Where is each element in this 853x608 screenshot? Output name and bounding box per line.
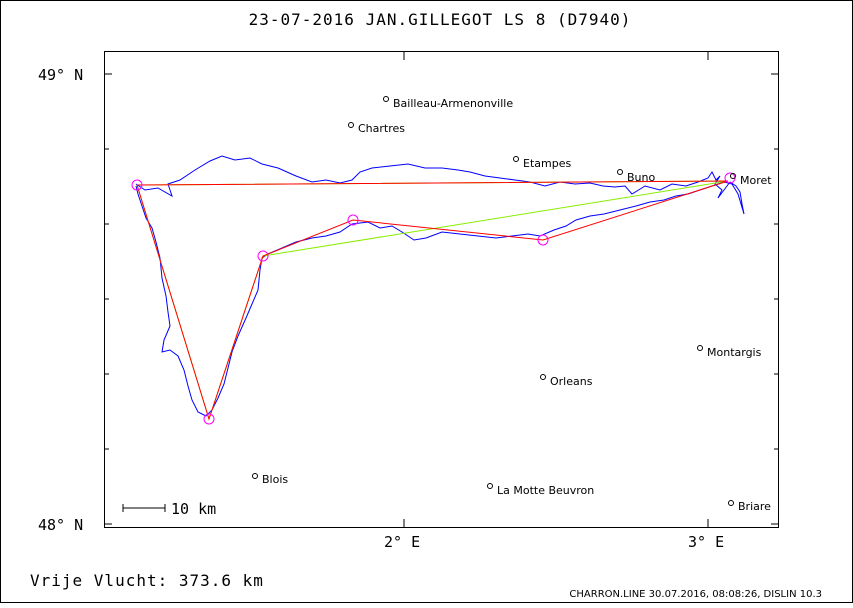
town-label: La Motte Beuvron (497, 484, 594, 497)
town-label: Chartres (358, 122, 405, 135)
town-markers: Bailleau-Armenonville Chartres Etampes B… (252, 96, 772, 513)
town-marker (617, 169, 623, 175)
town-label: Bailleau-Armenonville (393, 97, 513, 110)
declared-route (136, 180, 729, 421)
town-marker (513, 156, 519, 162)
town-label: Moret (740, 174, 772, 187)
town-marker (383, 96, 389, 102)
town-marker (487, 483, 493, 489)
optimized-route (136, 180, 729, 421)
lat-label-49: 49° N (38, 66, 83, 84)
turnpoints (131, 172, 736, 425)
turnpoint-1 (203, 413, 215, 425)
x-ticks (403, 52, 709, 527)
town-label: Etampes (523, 157, 571, 170)
turnpoint-start (131, 179, 143, 191)
credits-label: CHARRON.LINE 30.07.2016, 08:08:26, DISLI… (569, 589, 822, 600)
turnpoint-4 (537, 234, 549, 246)
turnpoint-3 (347, 214, 359, 226)
gps-track (135, 155, 745, 417)
lon-label-3: 3° E (688, 533, 724, 551)
lon-label-2: 2° E (384, 533, 420, 551)
town-label: Blois (262, 473, 288, 486)
plot-frame (104, 51, 779, 528)
map-title: 23-07-2016 JAN.GILLEGOT LS 8 (D7940) (249, 10, 632, 29)
town-label: Montargis (707, 346, 762, 359)
town-marker (348, 122, 354, 128)
distance-label: Vrije Vlucht: 373.6 km (30, 571, 264, 590)
town-marker (728, 500, 734, 506)
y-ticks (104, 73, 779, 525)
town-marker (540, 374, 546, 380)
town-marker (730, 173, 736, 179)
town-marker (697, 345, 703, 351)
town-label: Buno (627, 171, 655, 184)
town-marker (252, 473, 258, 479)
scale-bar: 10 km (122, 500, 216, 518)
town-label: Orleans (550, 375, 593, 388)
scale-bar-label: 10 km (171, 500, 216, 518)
town-label: Briare (738, 500, 771, 513)
lat-label-48: 48° N (38, 516, 83, 534)
turnpoint-2 (257, 250, 269, 262)
